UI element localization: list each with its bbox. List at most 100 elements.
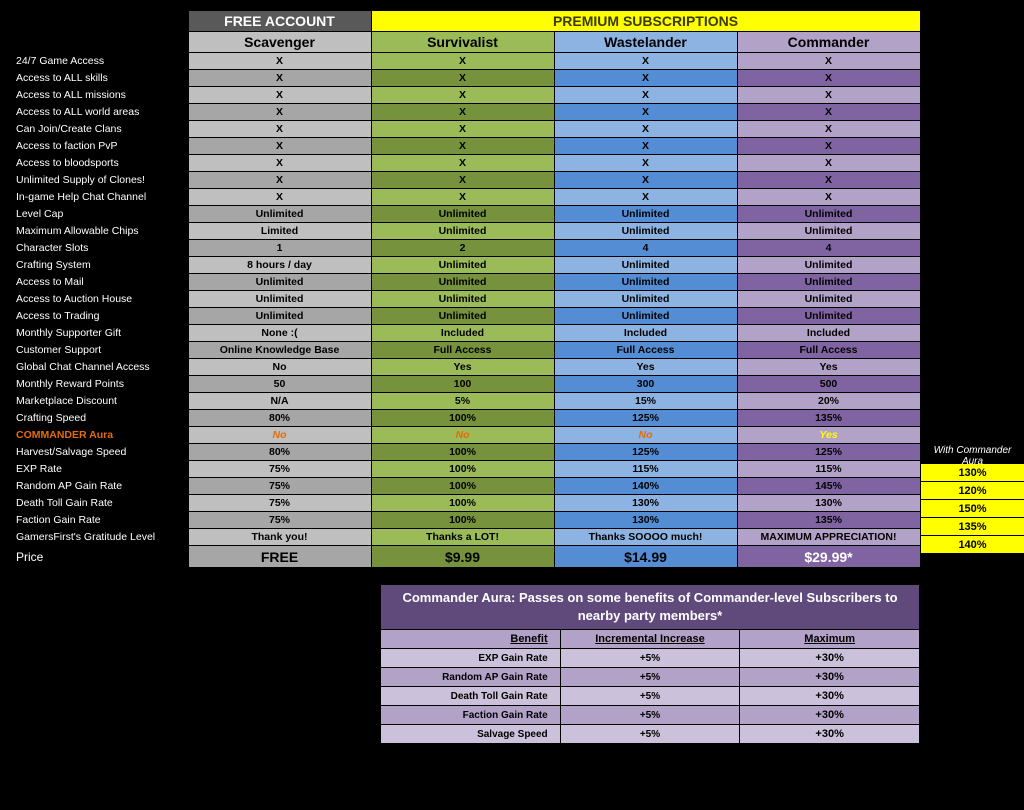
- cell-sca: X: [188, 70, 371, 87]
- cell-com: 135%: [737, 410, 920, 427]
- cell-sca: 75%: [188, 478, 371, 495]
- cell-com: Yes: [737, 359, 920, 376]
- cell-com: MAXIMUM APPRECIATION!: [737, 529, 920, 546]
- cell-sur: Unlimited: [371, 291, 554, 308]
- aura-cell-i: +5%: [560, 649, 740, 668]
- cell-sur: X: [371, 53, 554, 70]
- blank-corner-2: [10, 32, 188, 53]
- cell-sur: 100: [371, 376, 554, 393]
- tier-scavenger: Scavenger: [188, 32, 371, 53]
- aura-cell-i: +5%: [560, 725, 740, 744]
- cell-sca: N/A: [188, 393, 371, 410]
- cell-sca: No: [188, 427, 371, 444]
- row-label: Maximum Allowable Chips: [10, 223, 188, 240]
- cell-was: X: [554, 53, 737, 70]
- cell-sur: 100%: [371, 444, 554, 461]
- row-label: Monthly Reward Points: [10, 376, 188, 393]
- row-label: Marketplace Discount: [10, 393, 188, 410]
- price-label: Price: [10, 546, 188, 568]
- cell-com: X: [737, 104, 920, 121]
- cell-sca: Unlimited: [188, 291, 371, 308]
- cell-was: 125%: [554, 444, 737, 461]
- cell-sca: X: [188, 121, 371, 138]
- cell-was: No: [554, 427, 737, 444]
- row-label: Global Chat Channel Access: [10, 359, 188, 376]
- commander-aura-table: Commander Aura: Passes on some benefits …: [380, 584, 920, 744]
- cell-com: Included: [737, 325, 920, 342]
- tier-survivalist: Survivalist: [371, 32, 554, 53]
- cell-sur: Full Access: [371, 342, 554, 359]
- cell-sca: Online Knowledge Base: [188, 342, 371, 359]
- cell-sur: 100%: [371, 495, 554, 512]
- row-label: Access to Trading: [10, 308, 188, 325]
- cell-was: Thanks SOOOO much!: [554, 529, 737, 546]
- cell-sur: 100%: [371, 478, 554, 495]
- cell-was: 300: [554, 376, 737, 393]
- side-header: With Commander Aura: [921, 447, 1024, 464]
- aura-cell-m: +30%: [740, 668, 920, 687]
- price-was: $14.99: [554, 546, 737, 568]
- cell-sur: 100%: [371, 410, 554, 427]
- cell-sur: X: [371, 189, 554, 206]
- aura-cell-b: Random AP Gain Rate: [381, 668, 561, 687]
- cell-sca: X: [188, 155, 371, 172]
- cell-sca: 75%: [188, 512, 371, 529]
- row-label: In-game Help Chat Channel: [10, 189, 188, 206]
- cell-com: Unlimited: [737, 206, 920, 223]
- cell-was: X: [554, 104, 737, 121]
- comparison-table: FREE ACCOUNT PREMIUM SUBSCRIPTIONS Scave…: [10, 10, 921, 568]
- row-label: Customer Support: [10, 342, 188, 359]
- row-label: Access to ALL world areas: [10, 104, 188, 121]
- cell-was: 130%: [554, 495, 737, 512]
- cell-sur: X: [371, 138, 554, 155]
- row-label: Access to bloodsports: [10, 155, 188, 172]
- row-label: Death Toll Gain Rate: [10, 495, 188, 512]
- row-label: Monthly Supporter Gift: [10, 325, 188, 342]
- cell-com: Unlimited: [737, 223, 920, 240]
- cell-sur: Unlimited: [371, 308, 554, 325]
- row-label: GamersFirst's Gratitude Level: [10, 529, 188, 546]
- row-label: Access to ALL missions: [10, 87, 188, 104]
- cell-sca: Unlimited: [188, 308, 371, 325]
- row-label: Access to ALL skills: [10, 70, 188, 87]
- cell-sur: X: [371, 121, 554, 138]
- cell-was: 140%: [554, 478, 737, 495]
- cell-com: 500: [737, 376, 920, 393]
- cell-sca: X: [188, 87, 371, 104]
- row-label: Crafting System: [10, 257, 188, 274]
- aura-cell-m: +30%: [740, 687, 920, 706]
- cell-was: Yes: [554, 359, 737, 376]
- side-value: 130%: [921, 464, 1024, 482]
- cell-sca: 80%: [188, 444, 371, 461]
- aura-col-increase: Incremental Increase: [560, 630, 740, 649]
- cell-com: 135%: [737, 512, 920, 529]
- aura-col-benefit: Benefit: [381, 630, 561, 649]
- cell-com: Unlimited: [737, 257, 920, 274]
- cell-sca: Unlimited: [188, 274, 371, 291]
- row-label: Harvest/Salvage Speed: [10, 444, 188, 461]
- cell-com: Yes: [737, 427, 920, 444]
- cell-sur: Unlimited: [371, 206, 554, 223]
- cell-sur: 5%: [371, 393, 554, 410]
- cell-was: Unlimited: [554, 308, 737, 325]
- cell-sca: None :(: [188, 325, 371, 342]
- side-value: 140%: [921, 536, 1024, 554]
- cell-sur: 100%: [371, 512, 554, 529]
- cell-sca: 1: [188, 240, 371, 257]
- cell-sur: Yes: [371, 359, 554, 376]
- cell-sur: X: [371, 87, 554, 104]
- cell-was: X: [554, 189, 737, 206]
- row-label: Character Slots: [10, 240, 188, 257]
- cell-was: 15%: [554, 393, 737, 410]
- cell-sur: X: [371, 104, 554, 121]
- row-label: Access to faction PvP: [10, 138, 188, 155]
- side-value: 150%: [921, 500, 1024, 518]
- aura-cell-m: +30%: [740, 706, 920, 725]
- aura-side-column: With Commander Aura130%120%150%135%140%: [921, 10, 1024, 554]
- cell-sur: X: [371, 70, 554, 87]
- cell-com: X: [737, 53, 920, 70]
- row-label: Can Join/Create Clans: [10, 121, 188, 138]
- cell-com: 125%: [737, 444, 920, 461]
- tier-commander: Commander: [737, 32, 920, 53]
- tier-wastelander: Wastelander: [554, 32, 737, 53]
